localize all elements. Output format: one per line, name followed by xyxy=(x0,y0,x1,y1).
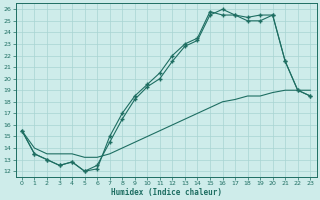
X-axis label: Humidex (Indice chaleur): Humidex (Indice chaleur) xyxy=(111,188,221,197)
